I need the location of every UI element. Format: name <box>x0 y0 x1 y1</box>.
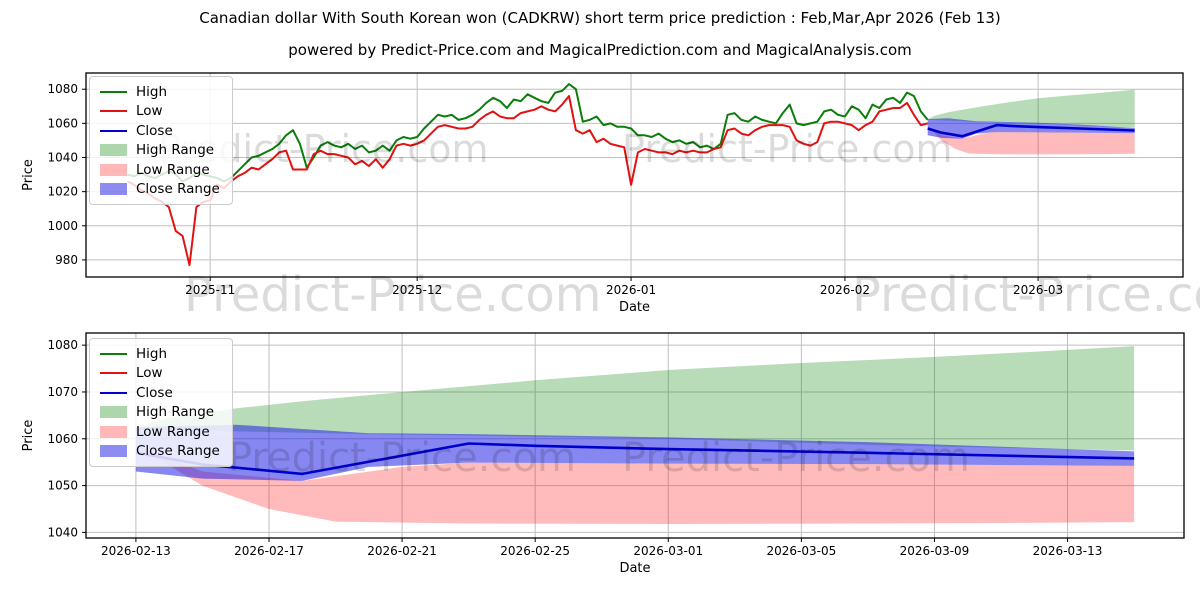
legend-swatch-patch <box>100 406 127 419</box>
x-tick-label: 2026-02 <box>820 283 870 297</box>
legend: High Low Close High Range Low Range Close Ran… <box>89 338 233 467</box>
y-tick-label: 1040 <box>47 151 78 165</box>
legend-label: Close Range <box>136 443 220 460</box>
legend-entry-high: High <box>100 82 220 102</box>
low-line <box>126 95 928 267</box>
x-tick-label: 2026-02-17 <box>234 544 304 558</box>
y-tick-label: 1000 <box>47 219 78 233</box>
legend-entry-low: Low <box>100 364 220 384</box>
low-range-band <box>135 445 1135 524</box>
legend-entry-high: High <box>100 344 220 364</box>
x-tick-label: 2026-03-09 <box>900 544 970 558</box>
x-tick-label: 2026-03-01 <box>633 544 703 558</box>
low-range-band <box>927 125 1135 155</box>
x-tick-label: 2026-02-21 <box>367 544 437 558</box>
legend-label: High <box>136 83 168 100</box>
legend-swatch-line <box>100 372 127 375</box>
legend-swatch-patch <box>100 144 127 157</box>
legend-swatch-patch <box>100 445 127 458</box>
x-tick-label: 2026-03-13 <box>1033 544 1103 558</box>
legend-label: Low <box>136 103 163 120</box>
plot-frame <box>85 332 1185 539</box>
legend-label: High Range <box>136 142 215 159</box>
x-tick-label: 2025-12 <box>392 283 442 297</box>
legend-entry-close: Close <box>100 383 220 403</box>
close-range-band <box>135 424 1135 481</box>
watermark-text: Predict-Price.com <box>622 127 953 171</box>
legend-label: High <box>136 345 168 362</box>
legend-swatch-line <box>100 110 127 113</box>
x-tick-label: 2026-03 <box>1013 283 1063 297</box>
close-range-band <box>927 118 1135 139</box>
y-tick-label: 1050 <box>47 479 78 493</box>
legend-label: High Range <box>136 404 215 421</box>
legend-label: Close Range <box>136 181 220 198</box>
y-tick-label: 980 <box>55 253 78 267</box>
legend-swatch-line <box>100 352 127 355</box>
x-tick-label: 2025-11 <box>185 283 235 297</box>
legend-swatch-line <box>100 90 127 93</box>
high-range-band <box>135 346 1135 451</box>
y-axis-label: Price <box>21 159 36 191</box>
legend-label: Close <box>136 122 173 139</box>
chart-title: Canadian dollar With South Korean won (C… <box>199 9 1001 27</box>
x-tick-label: 2026-03-05 <box>766 544 836 558</box>
legend-swatch-patch <box>100 183 127 196</box>
close-line <box>927 123 1135 138</box>
plot-frame <box>85 72 1184 278</box>
y-tick-label: 1070 <box>47 385 78 399</box>
watermark-text: Predict-Price.com <box>184 267 602 323</box>
legend-label: Low Range <box>136 423 210 440</box>
y-tick-label: 1060 <box>47 116 78 130</box>
x-tick-label: 2026-02-25 <box>500 544 570 558</box>
legend-entry-close: Close <box>100 121 220 141</box>
legend-entry-low-range: Low Range <box>100 160 220 180</box>
y-axis-label: Price <box>21 420 36 452</box>
legend-label: Low Range <box>136 161 210 178</box>
legend-swatch-line <box>100 129 127 132</box>
high-line <box>127 83 929 183</box>
legend-entry-low: Low <box>100 102 220 122</box>
legend-swatch-patch <box>100 425 127 438</box>
watermark-text: Predict-Price.com <box>622 435 970 481</box>
y-tick-label: 1060 <box>47 432 78 446</box>
y-tick-label: 1080 <box>47 82 78 96</box>
watermark-text: Predict-Price.com <box>852 267 1200 323</box>
legend-entry-close-range: Close Range <box>100 442 220 462</box>
legend-entry-high-range: High Range <box>100 403 220 423</box>
y-tick-label: 1020 <box>47 185 78 199</box>
watermark-text: Predict-Price.com <box>228 435 576 481</box>
legend-swatch-line <box>100 391 127 394</box>
y-tick-label: 1040 <box>47 525 78 539</box>
x-tick-label: 2026-02-13 <box>101 544 171 558</box>
x-axis-label: Date <box>619 300 650 315</box>
legend-label: Close <box>136 384 173 401</box>
legend-entry-close-range: Close Range <box>100 180 220 200</box>
x-axis-label: Date <box>619 561 650 576</box>
legend-label: Low <box>136 365 163 382</box>
legend-entry-high-range: High Range <box>100 141 220 161</box>
chart-subtitle: powered by Predict-Price.com and Magical… <box>288 41 912 59</box>
legend: High Low Close High Range Low Range Close Ran… <box>89 76 233 205</box>
y-tick-label: 1080 <box>47 338 78 352</box>
close-line <box>135 442 1135 476</box>
legend-swatch-patch <box>100 163 127 176</box>
legend-entry-low-range: Low Range <box>100 422 220 442</box>
high-range-band <box>927 89 1135 128</box>
x-tick-label: 2026-01 <box>606 283 656 297</box>
